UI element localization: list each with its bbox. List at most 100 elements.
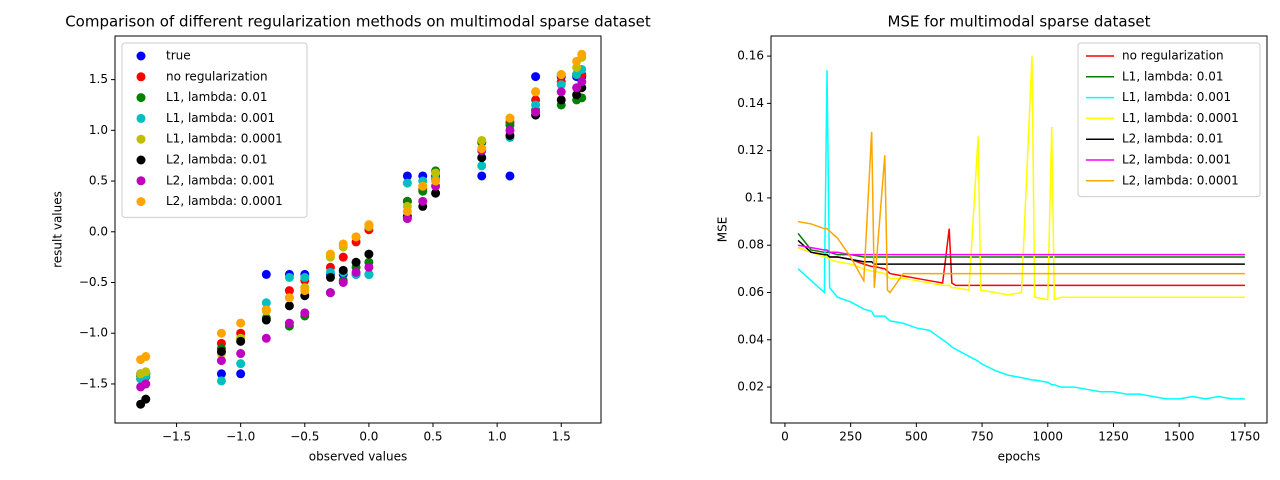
y-tick-label: 0.16 <box>737 49 764 63</box>
x-tick-label: 0 <box>781 430 789 444</box>
scatter-point <box>577 49 587 59</box>
scatter-point <box>216 376 226 386</box>
scatter-point <box>505 125 515 135</box>
scatter-point <box>556 95 566 105</box>
legend-label: L1, lambda: 0.001 <box>166 111 275 125</box>
legend-marker <box>136 51 146 61</box>
y-axis-label: MSE <box>716 217 730 243</box>
chart-title: Comparison of different regularization m… <box>65 13 651 31</box>
scatter-point <box>261 298 271 308</box>
scatter-point <box>284 286 294 296</box>
x-axis-label: observed values <box>309 450 407 464</box>
scatter-point <box>300 308 310 318</box>
scatter-point <box>236 336 246 346</box>
legend-label: L1, lambda: 0.001 <box>1122 90 1231 104</box>
scatter-point <box>572 90 582 100</box>
scatter-point <box>236 349 246 359</box>
scatter-point <box>338 265 348 275</box>
subplot: Comparison of different regularization m… <box>51 13 651 464</box>
scatter-point <box>284 293 294 303</box>
scatter-point <box>141 379 151 389</box>
scatter-point <box>325 288 335 298</box>
scatter-point <box>431 188 441 198</box>
scatter-point <box>531 100 541 110</box>
scatter-point <box>300 286 310 296</box>
scatter-point <box>556 70 566 80</box>
scatter-point <box>364 249 374 259</box>
x-tick-label: 1000 <box>1033 430 1064 444</box>
scatter-point <box>572 56 582 66</box>
y-axis-label: result values <box>51 191 65 268</box>
scatter-point <box>351 257 361 267</box>
line <box>797 244 1245 256</box>
legend-marker <box>136 176 146 186</box>
scatter-point <box>418 181 428 191</box>
scatter-point <box>236 318 246 328</box>
scatter-point <box>477 135 487 145</box>
scatter-point <box>364 220 374 230</box>
axes-frame <box>114 35 602 424</box>
legend-label: L2, lambda: 0.01 <box>166 153 268 167</box>
legend: no regularization L1, lambda: 0.01 L1, lam… <box>1077 42 1261 198</box>
legend-frame <box>121 42 308 218</box>
chart-title: MSE for multimodal sparse dataset <box>887 13 1150 31</box>
scatter-point <box>531 107 541 117</box>
scatter-point <box>431 168 441 178</box>
scatter-point <box>477 144 487 154</box>
legend-label: no regularization <box>1122 49 1224 63</box>
scatter-point <box>577 77 587 87</box>
y-tick-label: 0.14 <box>737 96 764 110</box>
scatter-point <box>261 269 271 279</box>
legend-marker <box>136 155 146 165</box>
subplot: MSE for multimodal sparse dataset epochs M… <box>716 13 1268 464</box>
line <box>797 56 1245 301</box>
plot-area <box>136 49 587 409</box>
legend-label: L1, lambda: 0.01 <box>166 90 268 104</box>
legend-label: true <box>166 49 191 63</box>
y-tick-label: 1.0 <box>89 123 108 137</box>
y-tick-label: −1.5 <box>79 376 108 390</box>
legend-marker <box>136 113 146 123</box>
scatter-point <box>141 352 151 362</box>
legend: true no regularization L1, lambda: 0.01 L1,… <box>121 42 308 218</box>
x-tick-label: 750 <box>971 430 994 444</box>
scatter-point <box>338 252 348 262</box>
scatter-point <box>505 113 515 123</box>
legend-marker <box>136 197 146 207</box>
scatter-point <box>261 305 271 315</box>
x-tick-label: −0.5 <box>290 430 319 444</box>
legend-label: L2, lambda: 0.001 <box>166 173 275 187</box>
scatter-point <box>402 178 412 188</box>
x-tick-label: −1.0 <box>226 430 255 444</box>
axes-frame <box>770 35 1268 424</box>
legend-label: no regularization <box>166 69 268 83</box>
x-tick-label: 250 <box>839 430 862 444</box>
y-tick-label: 0.5 <box>89 174 108 188</box>
scatter-point <box>505 171 515 181</box>
scatter-point <box>531 87 541 97</box>
legend-label: L1, lambda: 0.0001 <box>166 132 283 146</box>
y-tick-label: −0.5 <box>79 275 108 289</box>
x-tick-label: 1.5 <box>552 430 571 444</box>
legend-label: L2, lambda: 0.01 <box>1122 132 1224 146</box>
scatter-point <box>216 346 226 356</box>
scatter-point <box>351 232 361 242</box>
line <box>797 228 1245 287</box>
scatter-point <box>216 356 226 366</box>
y-tick-label: 0.02 <box>737 380 764 394</box>
plot-area <box>797 56 1245 400</box>
legend-marker <box>136 134 146 144</box>
scatter-point <box>216 369 226 379</box>
x-axis-label: epochs <box>998 450 1041 464</box>
legend-label: L1, lambda: 0.0001 <box>1122 111 1239 125</box>
x-tick-label: 1750 <box>1230 430 1261 444</box>
scatter-point <box>418 196 428 206</box>
y-tick-label: 0.06 <box>737 285 764 299</box>
line <box>797 232 1245 258</box>
scatter-point <box>300 272 310 282</box>
scatter-point <box>477 171 487 181</box>
scatter-point <box>284 318 294 328</box>
scatter-point <box>236 359 246 369</box>
y-tick-label: 0.08 <box>737 238 764 252</box>
